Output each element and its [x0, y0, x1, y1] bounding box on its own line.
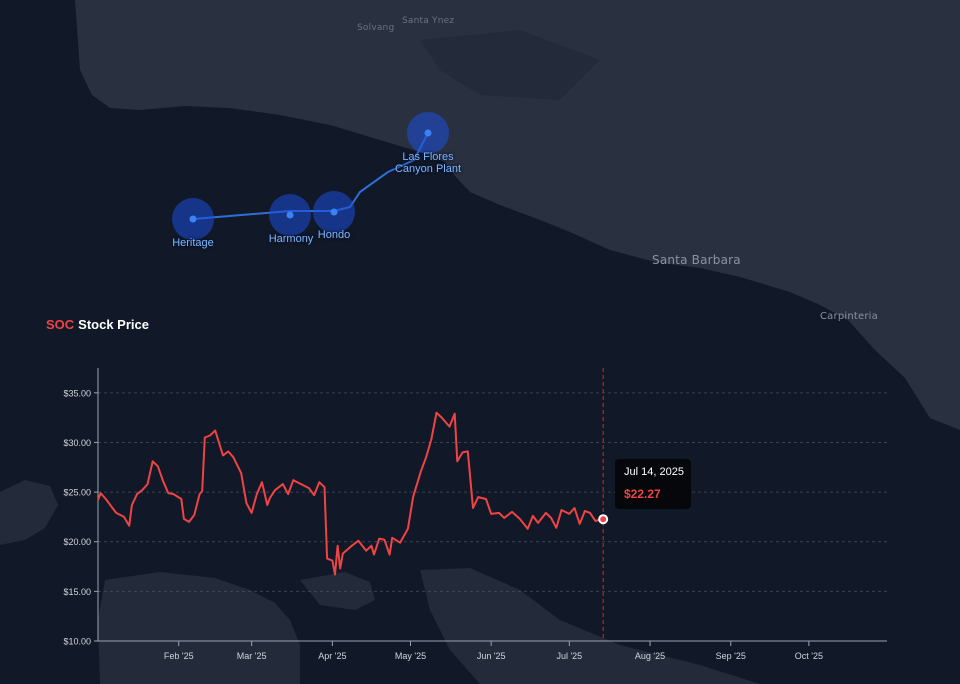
y-tick-label: $35.00 [63, 388, 91, 398]
x-tick-label: Oct '25 [795, 651, 823, 661]
chart-title-text: Stock Price [78, 317, 149, 332]
x-tick-label: Jul '25 [556, 651, 582, 661]
series-line-soc [97, 411, 604, 576]
x-tick-label: Jun '25 [477, 651, 506, 661]
hover-point[interactable] [598, 514, 609, 525]
tooltip-date: Jul 14, 2025 [624, 466, 684, 478]
y-tick-label: $20.00 [63, 537, 91, 547]
x-tick-label: May '25 [395, 651, 426, 661]
site-label-las-flores-line1: Las Flores [402, 151, 454, 163]
site-label-heritage[interactable]: Heritage [172, 237, 214, 249]
tooltip: Jul 14, 2025 $22.27 [615, 459, 691, 509]
tooltip-value: $22.27 [624, 487, 661, 501]
site-dot-heritage [189, 215, 197, 223]
y-tick-label: $10.00 [63, 637, 91, 647]
map-label-top-right: Santa Ynez [402, 16, 455, 26]
x-tick-label: Mar '25 [237, 651, 267, 661]
site-label-hondo[interactable]: Hondo [317, 229, 351, 241]
map-island-center [300, 572, 375, 610]
site-dot-las-flores [424, 129, 432, 137]
map-island-left [0, 480, 58, 545]
site-label-harmony[interactable]: Harmony [268, 233, 314, 245]
map-island-right [420, 568, 760, 684]
y-tick-label: $25.00 [63, 488, 91, 498]
site-label-las-flores[interactable]: Las Flores Canyon Plant [383, 151, 473, 175]
x-tick-label: Feb '25 [164, 651, 194, 661]
y-tick-label: $30.00 [63, 438, 91, 448]
x-tick-label: Aug '25 [635, 651, 665, 661]
x-axis: Feb '25 Mar '25 Apr '25 May '25 Jun '25 Jul '… [98, 640, 887, 661]
map-island-bottom [98, 572, 300, 684]
x-tick-label: Sep '25 [716, 651, 746, 661]
site-label-las-flores-line2: Canyon Plant [394, 163, 462, 175]
chart-title-ticker: SOC [46, 317, 75, 332]
site-dot-harmony [286, 211, 294, 219]
x-tick-label: Apr '25 [318, 651, 346, 661]
map-mountain-shade [420, 30, 600, 100]
gridlines [98, 392, 887, 592]
map-label-carpinteria: Carpinteria [820, 311, 878, 322]
chart-title: SOC Stock Price [46, 317, 149, 332]
site-dot-hondo [330, 208, 338, 216]
y-axis: $10.00 $15.00 $20.00 $25.00 $30.00 $35.00 [63, 368, 99, 647]
map-label-top-left: Solvang [357, 23, 395, 33]
map-mainland [75, 0, 960, 430]
y-tick-label: $15.00 [63, 587, 91, 597]
map-label-santa-barbara: Santa Barbara [652, 253, 741, 267]
